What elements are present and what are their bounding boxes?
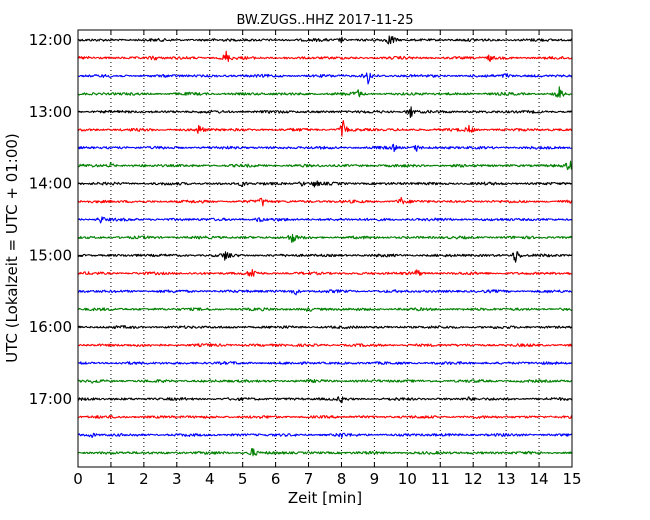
trace-1745	[77, 448, 573, 457]
trace-1415	[77, 196, 573, 207]
y-tick-label-4: 16:00	[29, 318, 72, 336]
trace-1700	[77, 396, 573, 404]
trace-1445	[77, 233, 573, 243]
y-axis: 12:00 13:00 14:00 15:00 16:00 17:00	[29, 31, 572, 408]
x-tick-label-8: 8	[337, 470, 347, 488]
x-tick-label-5: 5	[238, 470, 248, 488]
x-tick-label-3: 3	[172, 470, 182, 488]
x-axis: 0 1 2 3 4 5 6 7 8 9 10 11 12 13 14 15	[73, 30, 582, 488]
x-tick-label-15: 15	[562, 470, 581, 488]
trace-1515	[77, 268, 573, 277]
trace-1715	[77, 414, 573, 420]
trace-1230	[77, 72, 573, 85]
trace-1730	[77, 432, 573, 439]
x-tick-label-7: 7	[304, 470, 314, 488]
trace-1615	[77, 343, 573, 348]
trace-1215	[77, 50, 573, 63]
x-tick-label-14: 14	[530, 470, 549, 488]
x-tick-label-11: 11	[431, 470, 450, 488]
trace-group	[77, 35, 573, 457]
x-tick-label-1: 1	[106, 470, 116, 488]
x-tick-label-12: 12	[464, 470, 483, 488]
trace-1630	[77, 361, 573, 366]
trace-1245	[77, 86, 573, 98]
x-tick-label-4: 4	[205, 470, 215, 488]
plot-frame	[77, 29, 573, 468]
trace-1500	[77, 251, 573, 263]
trace-1200	[77, 35, 573, 45]
x-tick-label-2: 2	[139, 470, 149, 488]
y-tick-label-1: 13:00	[29, 103, 72, 121]
x-axis-label: Zeit [min]	[288, 489, 362, 507]
trace-1430	[77, 216, 573, 224]
x-tick-label-13: 13	[497, 470, 516, 488]
x-tick-label-6: 6	[271, 470, 281, 488]
trace-1345	[77, 160, 573, 171]
x-tick-label-9: 9	[370, 470, 380, 488]
trace-1315	[77, 120, 573, 137]
grid-lines	[110, 30, 540, 467]
trace-1300	[77, 106, 573, 119]
chart-title: BW.ZUGS..HHZ 2017-11-25	[236, 13, 413, 28]
trace-1330	[77, 143, 573, 153]
x-tick-label-10: 10	[398, 470, 417, 488]
x-tick-label-0: 0	[73, 470, 83, 488]
trace-1530	[77, 289, 573, 296]
trace-1400	[77, 180, 573, 188]
y-tick-label-2: 14:00	[29, 175, 72, 193]
trace-1545	[78, 307, 573, 312]
y-tick-label-3: 15:00	[29, 246, 72, 264]
y-tick-label-0: 12:00	[29, 31, 72, 49]
y-tick-label-5: 17:00	[29, 390, 72, 408]
trace-1645	[77, 378, 573, 384]
trace-1600	[77, 325, 573, 330]
y-axis-label: UTC (Lokalzeit = UTC + 01:00)	[3, 133, 21, 363]
